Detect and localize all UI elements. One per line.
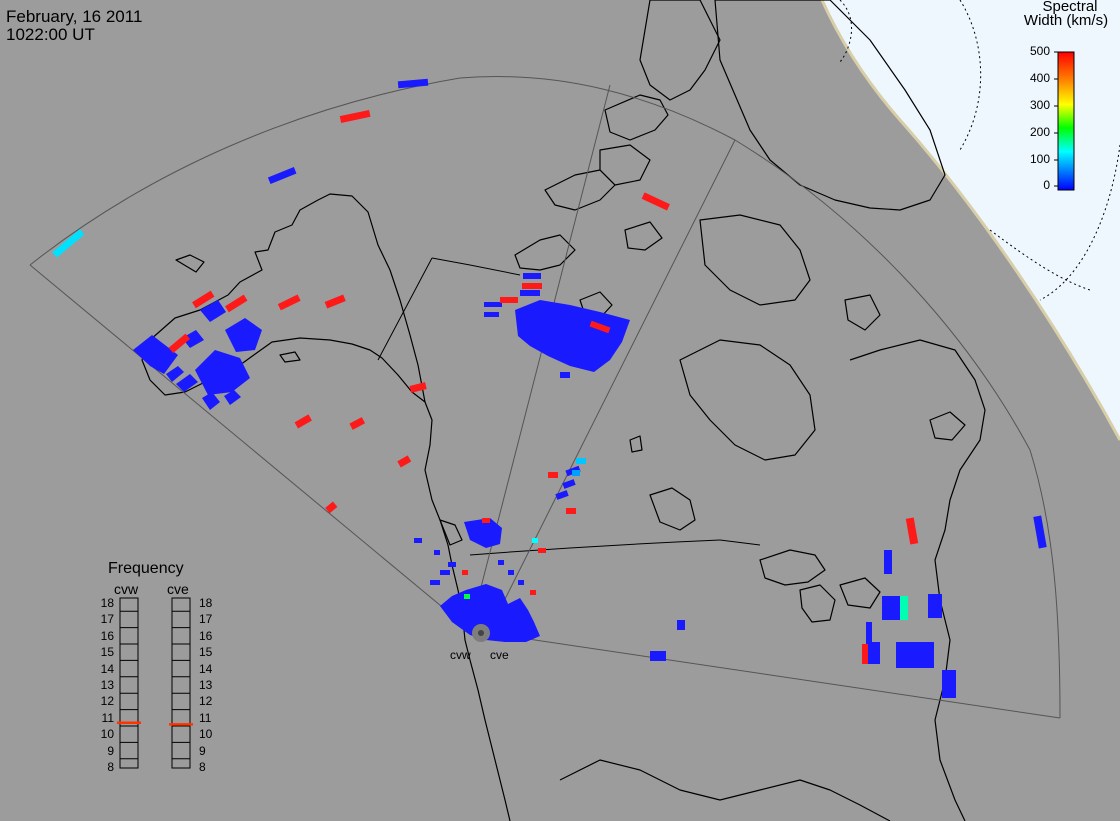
frequency-scale-left-label: 16 — [100, 628, 114, 643]
frequency-scale-left-label: 18 — [100, 596, 114, 610]
meridian-dotted — [989, 229, 1091, 291]
frequency-scale-right-label: 13 — [199, 678, 213, 692]
radar-site-center — [478, 630, 484, 636]
radar-label-west: cvw — [450, 648, 471, 662]
terminator-line — [820, 0, 1120, 441]
frequency-scale-right-label: 10 — [199, 727, 213, 742]
field-of-view — [29, 76, 1061, 719]
radar-label-east: cve — [490, 648, 509, 662]
frequency-col-cve: cve — [167, 581, 189, 597]
colorbar-ticks — [1054, 51, 1058, 187]
time-label: 1022:00 UT — [6, 25, 95, 44]
radar-echoes-low — [133, 78, 1047, 698]
frequency-scale-right-label: 16 — [199, 628, 213, 643]
frequency-scale-left-label: 14 — [100, 661, 114, 676]
frequency-scale-left-label: 13 — [100, 678, 114, 692]
colorbar-tick-label: 100 — [1029, 152, 1050, 166]
colorbar — [1057, 51, 1075, 191]
latitude-circle-3 — [1039, 144, 1120, 301]
frequency-col-cvw: cvw — [114, 581, 139, 597]
frequency-scale-right-label: 17 — [199, 612, 213, 627]
freq-gauge-cve — [171, 597, 191, 769]
frequency-scale-right-label: 11 — [199, 710, 212, 725]
radar-echoes-high — [168, 109, 919, 664]
date-label: February, 16 2011 — [6, 7, 143, 26]
frequency-scale-left-label: 12 — [100, 694, 114, 709]
boundaries — [377, 257, 761, 556]
frequency-scale-left-label: 10 — [100, 727, 114, 742]
colorbar-tick-label: 200 — [1029, 125, 1050, 139]
latitude-circle-2 — [959, 0, 982, 151]
colorbar-title: Spectral — [1042, 0, 1098, 15]
frequency-scale-left-label: 9 — [107, 743, 114, 758]
frequency-scale-left-label: 17 — [100, 612, 114, 627]
colorbar-tick-label: 0 — [1043, 178, 1050, 192]
colorbar-tick-label: 300 — [1029, 98, 1050, 112]
frequency-title: Frequency — [108, 560, 184, 577]
freq-gauge-cvw — [119, 597, 139, 769]
latitude-circle-1 — [839, 0, 853, 63]
terminator-region — [822, 0, 1120, 440]
frequency-scale-left-label: 8 — [107, 760, 114, 774]
frequency-scale-right-label: 14 — [199, 661, 213, 676]
colorbar-tick-label: 400 — [1029, 71, 1050, 85]
colorbar-units: Width (km/s) — [1023, 12, 1109, 29]
frequency-scale-left-label: 11 — [101, 710, 114, 725]
colorbar-tick-label: 500 — [1029, 44, 1050, 58]
frequency-scale-right-label: 8 — [199, 760, 206, 774]
radar-echoes-mid — [52, 229, 908, 620]
freq-gauge-ticks — [120, 610, 190, 760]
frequency-scale-right-label: 12 — [199, 694, 213, 709]
frequency-scale-right-label: 9 — [199, 743, 206, 758]
frequency-scale-left-label: 15 — [100, 645, 114, 660]
coastlines — [141, 0, 986, 821]
frequency-scale-right-label: 15 — [199, 645, 213, 660]
frequency-scale-right-label: 18 — [199, 596, 213, 610]
